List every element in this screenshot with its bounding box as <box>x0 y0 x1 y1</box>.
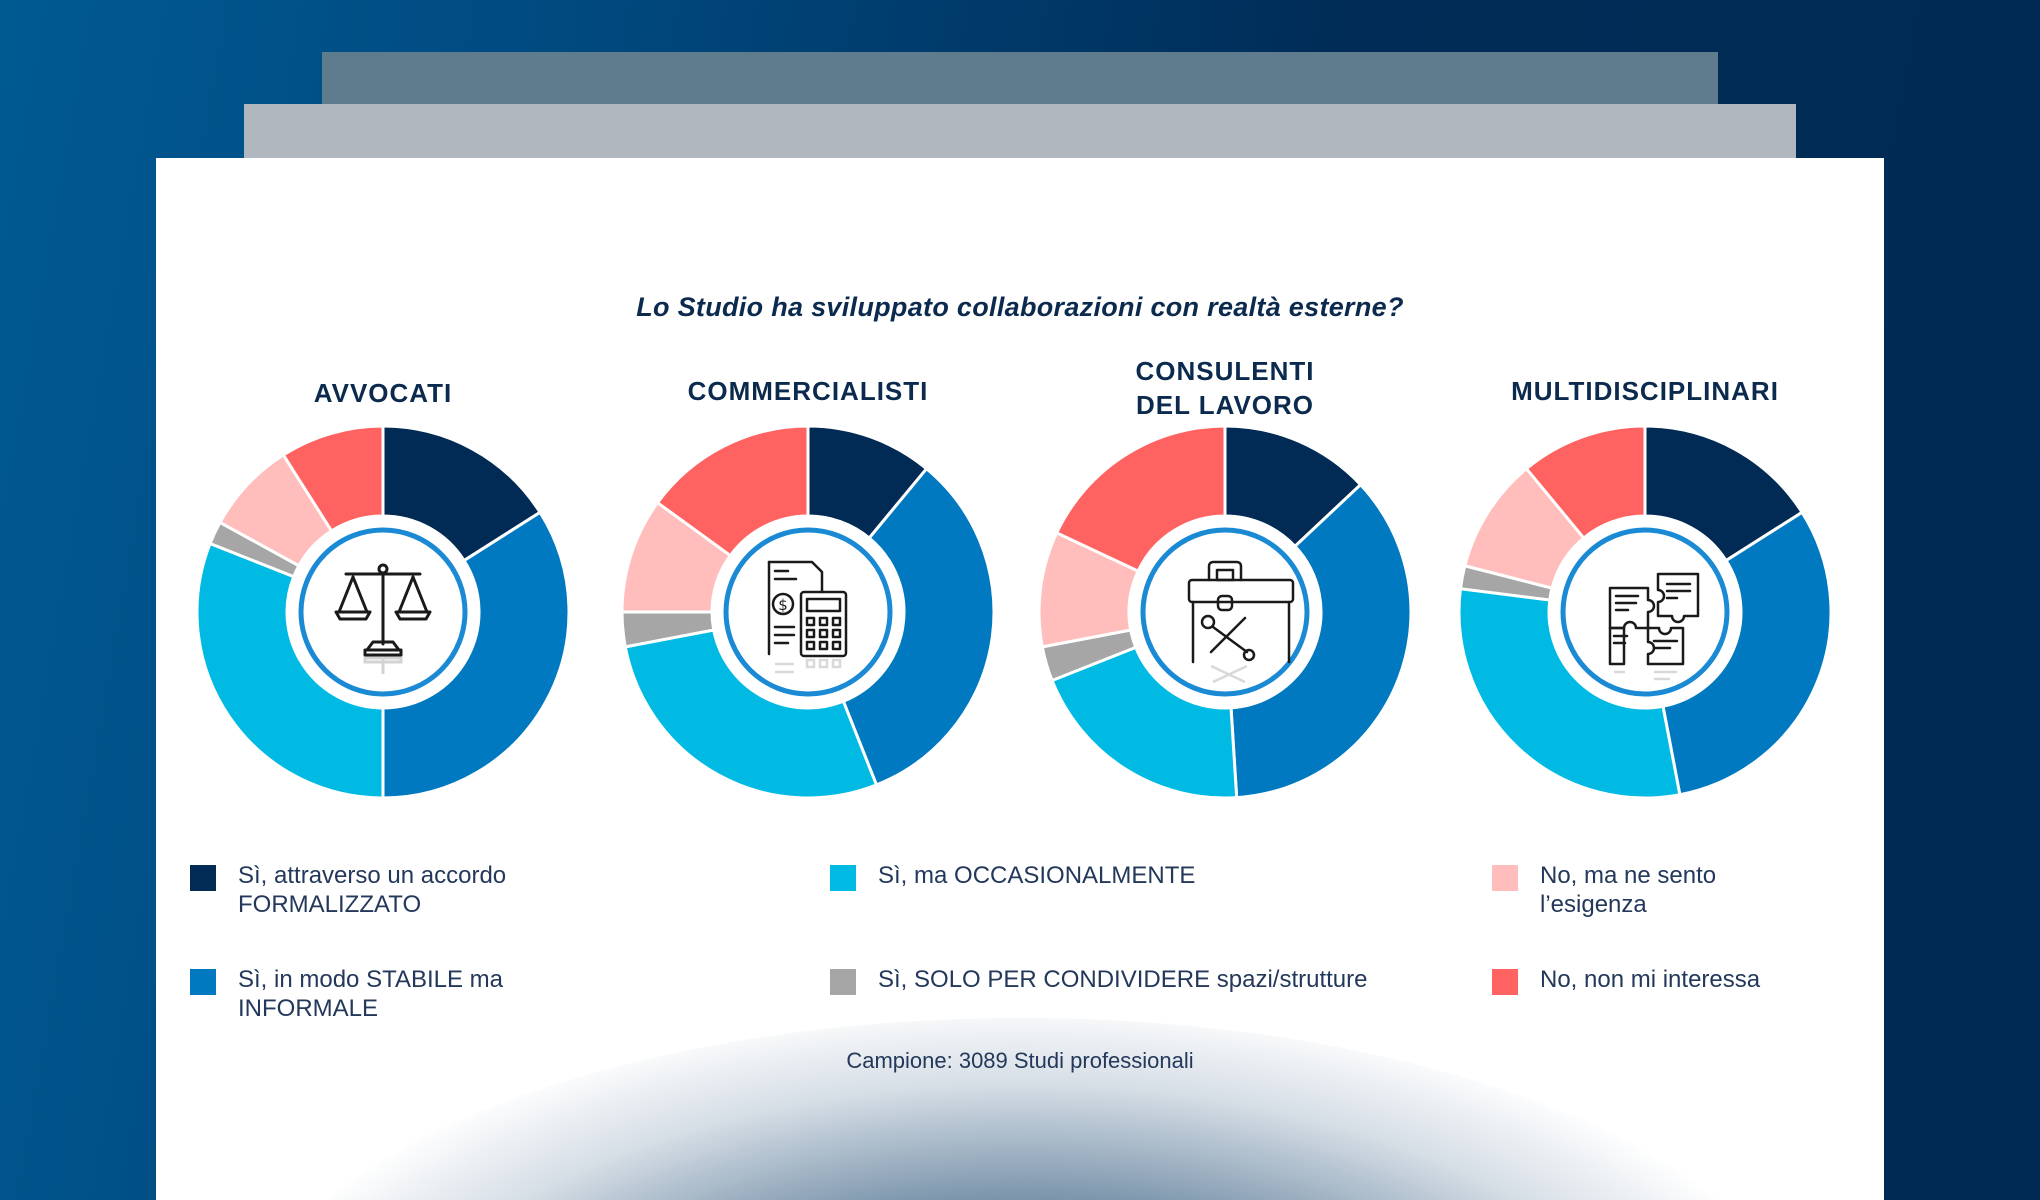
legend-item-occasionalmente: Sì, ma OCCASIONALMENTE <box>830 861 1478 891</box>
chart-label-commercialisti: COMMERCIALISTI <box>687 376 929 406</box>
legend-swatch <box>1492 865 1518 891</box>
svg-text:$: $ <box>778 596 788 614</box>
invoice-calculator-icon: $ <box>767 560 848 658</box>
legend-swatch <box>1492 969 1518 995</box>
background-sheet-back <box>322 52 1718 112</box>
chart-label-line-1: CONSULENTI <box>1135 356 1315 386</box>
legend-label: Sì, ma OCCASIONALMENTE <box>878 862 1196 889</box>
legend-swatch <box>190 865 216 891</box>
puzzle-documents-icon <box>1608 572 1700 666</box>
chart-label-line-2: DEL LAVORO <box>1135 390 1315 420</box>
donut-chart-multidisciplinari <box>1455 422 1835 802</box>
legend-swatch <box>830 969 856 995</box>
background-sheet-middle <box>244 104 1796 164</box>
donut-svg <box>1457 424 1833 800</box>
donut-chart-commercialisti: $ <box>618 422 998 802</box>
chart-label-avvocati: AVVOCATI <box>313 378 453 408</box>
legend-label: Sì, SOLO PER CONDIVIDERE spazi/strutture <box>878 966 1368 993</box>
donut-slice <box>1050 645 1239 800</box>
chart-title: Lo Studio ha sviluppato collaborazioni c… <box>636 292 1404 322</box>
donut-svg <box>195 424 571 800</box>
chart-label-multidisciplinari: MULTIDISCIPLINARI <box>1511 376 1779 406</box>
donut-slices <box>1457 424 1833 800</box>
sample-size-note: Campione: 3089 Studi professionali <box>846 1048 1194 1073</box>
legend-label: Sì, attraverso un accordo FORMALIZZATO <box>238 862 507 918</box>
donut-slice <box>1457 587 1682 800</box>
legend-item-condividere: Sì, SOLO PER CONDIVIDERE spazi/strutture <box>830 965 1478 995</box>
infographic-card: Lo Studio ha sviluppato collaborazioni c… <box>156 158 1884 1200</box>
legend-item-formalizzato: Sì, attraverso un accordo FORMALIZZATO <box>190 861 568 919</box>
toolbox-icon <box>1187 560 1295 664</box>
donut-svg: $ <box>620 424 996 800</box>
donut-chart-consulenti-del-lavoro <box>1035 422 1415 802</box>
legend-label: No, non mi interessa <box>1540 966 1761 993</box>
donut-slices <box>1037 424 1413 800</box>
legend-item-stabile-informale: Sì, in modo STABILE ma INFORMALE <box>190 965 568 1023</box>
legend-item-esigenza: No, ma ne sento l’esigenza <box>1492 861 1870 919</box>
legend-swatch <box>830 865 856 891</box>
legend-swatch <box>190 969 216 995</box>
donut-svg <box>1037 424 1413 800</box>
donut-slices <box>620 424 996 800</box>
legend-item-non-interessa: No, non mi interessa <box>1492 965 1870 995</box>
donut-chart-avvocati <box>193 422 573 802</box>
legend-label: Sì, in modo STABILE ma INFORMALE <box>238 966 503 1022</box>
scales-of-justice-icon <box>334 563 432 657</box>
chart-label-consulenti-del-lavoro: CONSULENTI DEL LAVORO <box>1045 354 1405 422</box>
legend-label: No, ma ne sento l’esigenza <box>1540 862 1717 918</box>
bottom-glow-decoration <box>216 1018 1826 1200</box>
